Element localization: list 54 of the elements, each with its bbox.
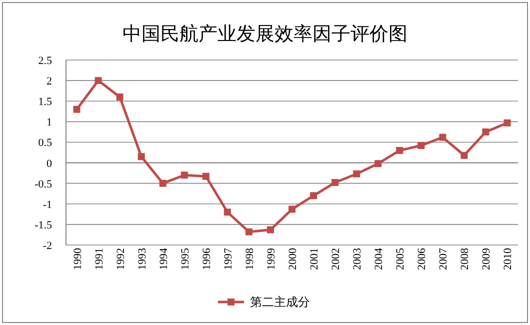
x-tick-label: 2004 (373, 248, 386, 270)
x-tick-label: 2010 (502, 248, 514, 270)
point (138, 153, 145, 160)
legend-label: 第二主成分 (250, 295, 310, 309)
point (266, 226, 274, 234)
point (353, 170, 360, 178)
point (288, 206, 296, 213)
x-tick-label: 2001 (308, 248, 321, 270)
point (482, 128, 490, 136)
x-tick-label: 2000 (287, 248, 299, 270)
point (460, 152, 468, 159)
x-tick-label: 2003 (352, 248, 364, 270)
y-tick-label: -1.5 (34, 219, 52, 232)
point (374, 160, 382, 168)
x-tick-label: 2009 (480, 248, 493, 270)
x-tick-label: 1993 (136, 248, 148, 270)
chart-title: 中国民航产业发展效率因子评价图 (122, 23, 408, 45)
point (73, 106, 80, 113)
x-tick-label: 2006 (416, 248, 428, 270)
x-tick-label: 2008 (459, 248, 472, 270)
x-tick-label: 1996 (200, 248, 213, 270)
x-tick-label: 1994 (158, 248, 170, 270)
y-tick-label: 2.5 (38, 55, 52, 67)
point (439, 134, 446, 141)
x-tick-label: 1997 (222, 248, 234, 270)
y-tick-label: 1 (46, 116, 52, 129)
x-tick-label: 1990 (72, 248, 84, 270)
point (202, 172, 210, 180)
point (310, 192, 318, 200)
x-tick-label: 2005 (394, 248, 407, 270)
x-tick-label: 2002 (330, 248, 342, 270)
point (418, 142, 425, 150)
y-tick-label: -0.5 (34, 178, 52, 190)
y-tick-label: -1 (42, 198, 52, 211)
point (180, 172, 188, 179)
y-tick-label: -2 (42, 240, 52, 252)
y-tick-label: 0.5 (38, 137, 52, 150)
point (504, 119, 511, 126)
point (245, 228, 252, 236)
x-tick-label: 1995 (179, 248, 192, 270)
point (116, 94, 124, 100)
x-tick-label: 2007 (438, 248, 450, 270)
x-tick-label: 1999 (265, 248, 278, 270)
point (396, 146, 404, 154)
point (224, 208, 231, 216)
x-tick-label: 1992 (114, 248, 127, 270)
y-tick-label: 0 (46, 158, 52, 170)
y-tick-label: 2 (46, 76, 52, 88)
x-tick-label: 1998 (244, 248, 256, 270)
y-tick-label: 1.5 (38, 96, 52, 108)
point (332, 179, 339, 186)
x-tick-label: 1991 (93, 248, 106, 270)
point (159, 180, 166, 187)
point (94, 77, 102, 84)
